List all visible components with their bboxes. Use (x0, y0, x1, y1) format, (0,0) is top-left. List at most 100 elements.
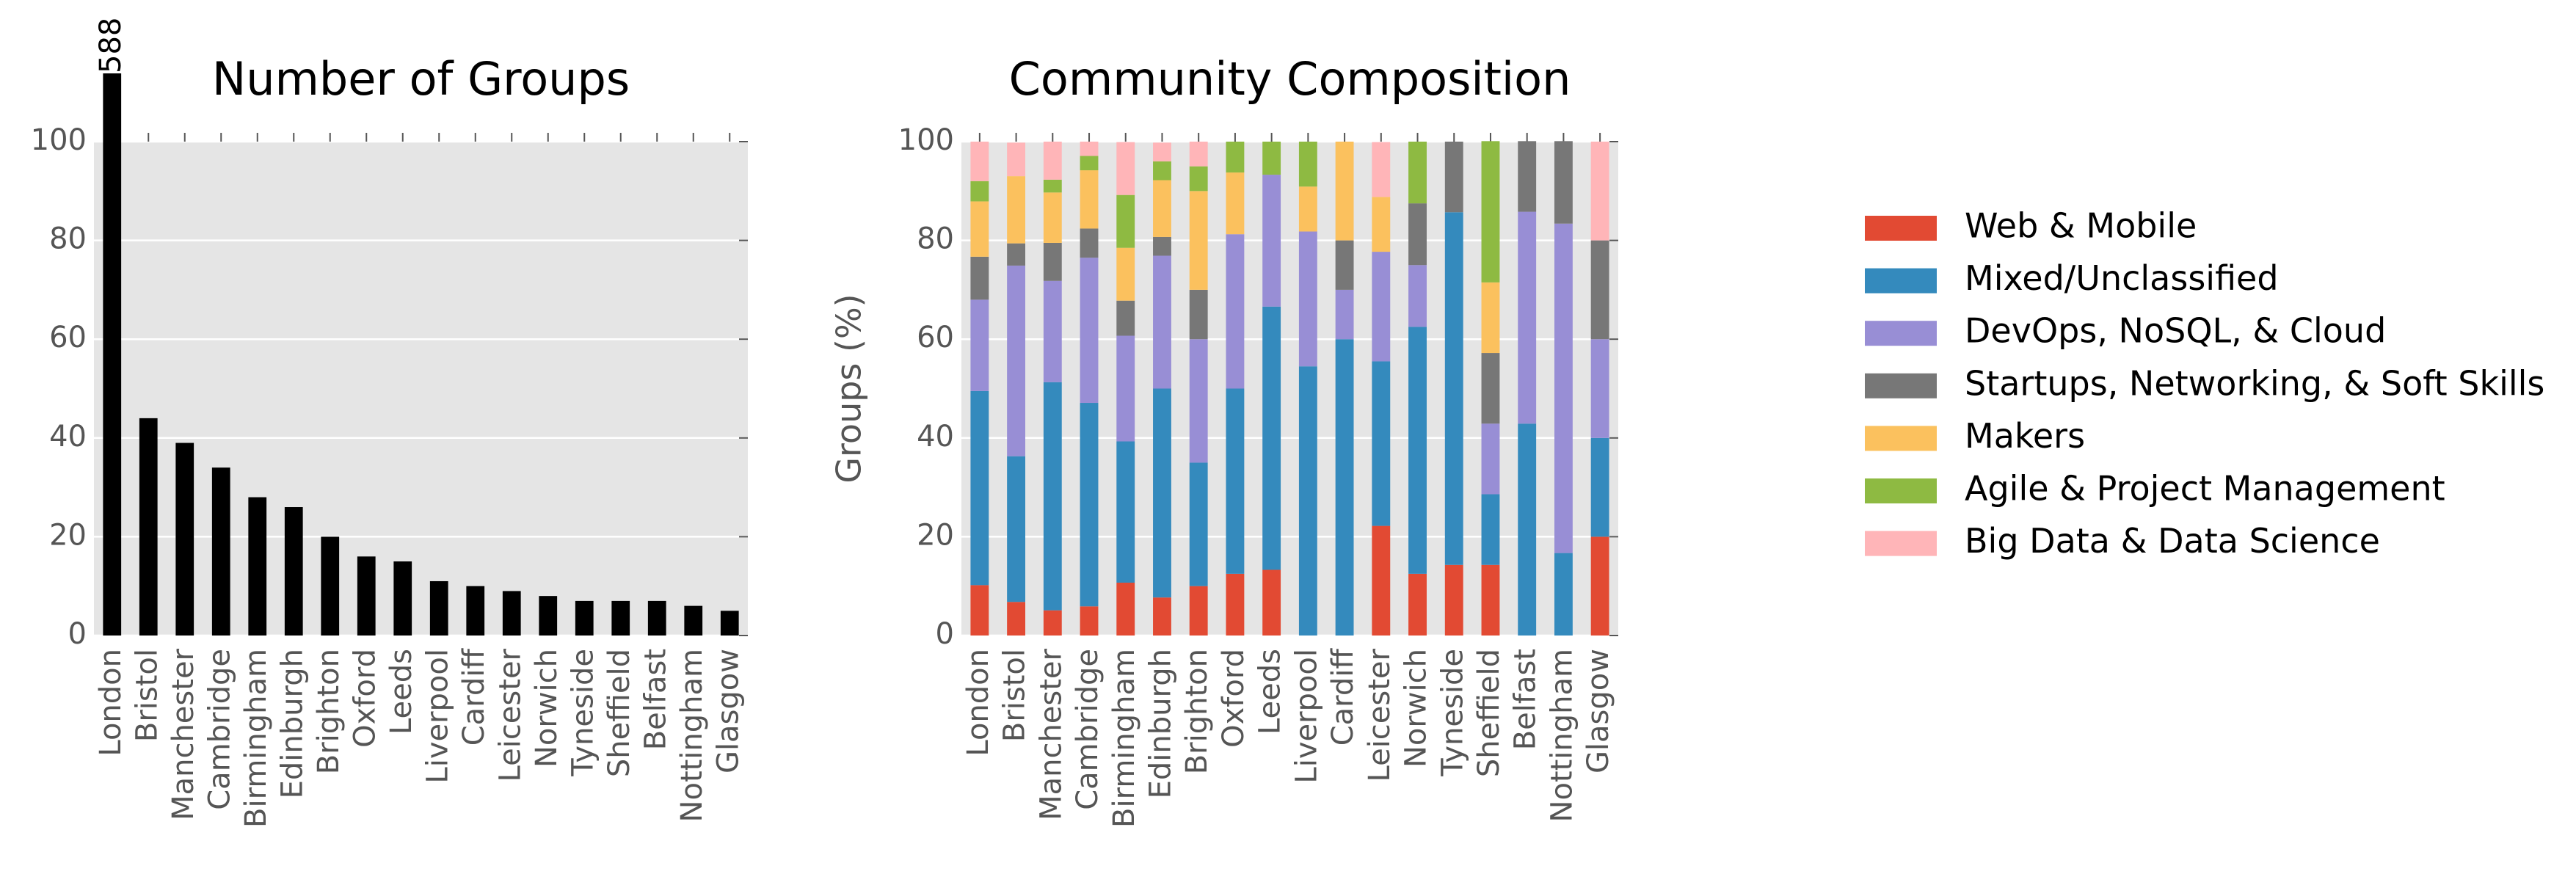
bar-segment (1444, 212, 1463, 565)
bar (211, 467, 230, 636)
bar-segment (1444, 142, 1463, 213)
x-tick-label: Belfast (1509, 649, 1543, 750)
bar-segment (970, 181, 989, 202)
bar-segment (1153, 388, 1171, 598)
bar-segment (970, 299, 989, 391)
y-tick-label: 40 (49, 420, 87, 454)
chart-title: Community Composition (1009, 52, 1571, 106)
bar-segment (1554, 553, 1573, 636)
x-tick-label: Leeds (385, 649, 418, 735)
bar-segment (1080, 142, 1099, 156)
bar-segment (1408, 573, 1427, 636)
legend-text: Mixed/Unclassified (1965, 258, 2279, 298)
bar-segment (1226, 573, 1245, 636)
bar (539, 596, 558, 636)
bar-segment (1518, 211, 1537, 424)
bar (248, 497, 267, 636)
bar-segment (1590, 437, 1609, 537)
bar-segment (1481, 353, 1500, 424)
bar-segment (970, 201, 989, 257)
x-tick-label: Birmingham (1107, 649, 1141, 828)
bar-segment (1226, 172, 1245, 235)
bar-segment (1262, 569, 1281, 636)
bar-segment (1372, 197, 1391, 252)
x-tick-label: Tyneside (566, 649, 600, 777)
bar (357, 556, 376, 636)
legend-swatch (1865, 216, 1937, 241)
bar (321, 536, 340, 636)
bar-segment (1080, 403, 1099, 607)
x-tick-label: Edinburgh (275, 649, 309, 798)
bar-segment (1226, 388, 1245, 574)
legend-text: Startups, Networking, & Soft Skills (1965, 363, 2544, 403)
y-tick-label: 80 (49, 222, 87, 256)
x-tick-label: Brighton (312, 649, 346, 774)
bar-segment (1189, 191, 1208, 290)
x-tick-label: Cambridge (203, 649, 236, 810)
bar-segment (1153, 161, 1171, 181)
x-tick-label: Liverpool (1289, 649, 1323, 784)
bar (466, 586, 485, 636)
bar-segment (1080, 170, 1099, 229)
bar-segment (1335, 289, 1354, 340)
bar-segment (1226, 234, 1245, 389)
legend-swatch (1865, 426, 1937, 451)
bar-segment (1007, 176, 1026, 244)
legend-swatch (1865, 478, 1937, 503)
bar-segment (1116, 142, 1135, 195)
x-tick-label: Leicester (1363, 648, 1397, 782)
legend-text: Big Data & Data Science (1965, 521, 2380, 561)
bar-segment (970, 390, 989, 586)
x-tick-label: Cardiff (1326, 648, 1360, 746)
bar-segment (1007, 602, 1026, 636)
bar-segment (1189, 462, 1208, 586)
bar-segment (1481, 564, 1500, 636)
bar-segment (1189, 142, 1208, 167)
bar-segment (1226, 142, 1245, 173)
bar-segment (1116, 300, 1135, 336)
x-tick-label: Nottingham (675, 649, 709, 822)
legend-text: DevOps, NoSQL, & Cloud (1965, 311, 2386, 351)
bar-segment (1007, 456, 1026, 602)
bar-segment (1189, 339, 1208, 463)
bar-segment (970, 256, 989, 300)
x-tick-label: Oxford (348, 649, 382, 748)
bar-segment (1080, 156, 1099, 171)
x-tick-label: Tyneside (1436, 649, 1469, 777)
y-tick-label: 0 (936, 617, 954, 651)
bar-segment (1298, 142, 1317, 187)
bar-segment (970, 585, 989, 636)
bars (103, 73, 739, 636)
x-tick-label: Glasgow (711, 649, 745, 773)
bar-segment (1481, 494, 1500, 565)
bar-segment (1153, 142, 1171, 161)
y-axis-label: Groups (%) (829, 294, 869, 483)
x-tick-label: Bristol (130, 649, 164, 742)
bar-segment (1590, 536, 1609, 636)
bar-segment (1408, 203, 1427, 266)
x-tick-label: Brighton (1180, 649, 1214, 774)
bar-segment (1590, 339, 1609, 438)
bar-segment (1408, 142, 1427, 204)
legend-swatch (1865, 373, 1937, 398)
bar (502, 591, 521, 636)
legend-text: Web & Mobile (1965, 206, 2197, 246)
bar-segment (1007, 142, 1026, 177)
x-tick-label: Bristol (998, 649, 1032, 742)
bar-segment (1335, 240, 1354, 290)
bar-segment (1372, 525, 1391, 636)
y-tick-label: 100 (31, 123, 87, 157)
x-tick-label: Glasgow (1582, 649, 1615, 773)
y-tick-label: 60 (49, 321, 87, 354)
legend-text: Makers (1965, 416, 2085, 456)
bar-segment (1298, 186, 1317, 232)
bar-segment (1262, 142, 1281, 175)
x-tick-label: Manchester (167, 648, 200, 820)
bar-segment (1007, 243, 1026, 266)
x-tick-label: Norwich (1400, 649, 1433, 768)
x-tick-label: Norwich (530, 649, 564, 768)
bar-segment (1335, 142, 1354, 241)
bar-segment (1007, 265, 1026, 456)
bar-segment (1043, 610, 1062, 636)
bar-segment (1043, 142, 1062, 180)
